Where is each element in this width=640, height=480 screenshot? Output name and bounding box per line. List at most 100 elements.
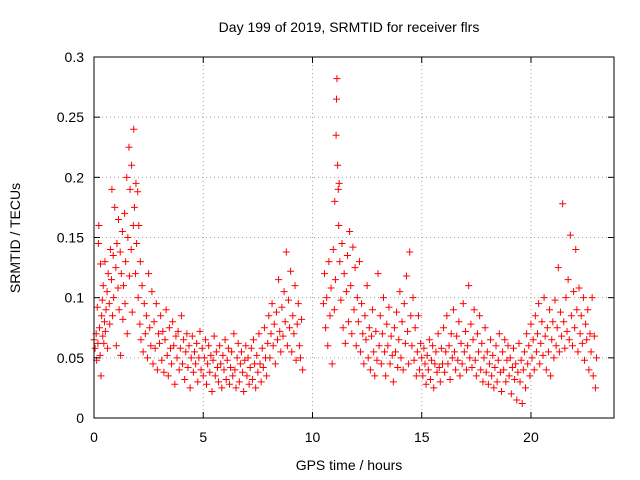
data-point: [293, 320, 301, 328]
data-point: [524, 360, 532, 368]
data-point: [123, 173, 131, 181]
data-point: [563, 327, 571, 335]
x-tick-label: 5: [199, 429, 207, 445]
data-point: [245, 380, 253, 388]
x-axis-label: GPS time / hours: [296, 457, 403, 473]
data-point: [105, 300, 113, 308]
data-point: [263, 372, 271, 380]
data-point: [401, 339, 409, 347]
y-tick-label: 0.2: [65, 169, 85, 185]
data-point: [244, 354, 252, 362]
data-point: [505, 372, 513, 380]
data-point: [520, 348, 528, 356]
data-point: [534, 330, 542, 338]
data-point: [99, 282, 107, 290]
data-point: [350, 306, 358, 314]
data-point: [469, 336, 477, 344]
data-point: [126, 185, 134, 193]
data-point: [106, 320, 114, 328]
data-point: [271, 360, 279, 368]
data-point: [140, 300, 148, 308]
data-point: [189, 368, 197, 376]
data-point: [445, 342, 453, 350]
data-point: [117, 270, 125, 278]
data-point: [118, 227, 126, 235]
data-point: [265, 312, 273, 320]
data-point: [417, 339, 425, 347]
data-point: [502, 378, 510, 386]
data-point: [376, 312, 384, 320]
data-point: [540, 294, 548, 302]
data-point: [425, 336, 433, 344]
data-point: [424, 366, 432, 374]
data-point: [341, 339, 349, 347]
data-point: [477, 366, 485, 374]
data-point: [591, 384, 599, 392]
data-point: [153, 366, 161, 374]
data-point: [112, 264, 120, 272]
data-point: [119, 315, 127, 323]
data-point: [328, 360, 336, 368]
data-point: [460, 348, 468, 356]
data-point: [233, 354, 241, 362]
data-point: [431, 360, 439, 368]
data-point: [345, 318, 353, 326]
data-point: [172, 332, 180, 340]
data-point: [213, 363, 221, 371]
data-point: [160, 368, 168, 376]
data-point: [420, 344, 428, 352]
data-point: [183, 330, 191, 338]
data-point: [296, 354, 304, 362]
data-point: [395, 336, 403, 344]
data-point: [458, 360, 466, 368]
data-point: [267, 330, 275, 338]
data-point: [554, 264, 562, 272]
data-point: [223, 356, 231, 364]
y-tick-label: 0.1: [65, 290, 85, 306]
data-point: [217, 360, 225, 368]
data-point: [434, 330, 442, 338]
data-point: [409, 294, 417, 302]
data-point: [236, 360, 244, 368]
data-point: [573, 306, 581, 314]
data-point: [150, 318, 158, 326]
data-point: [566, 231, 574, 239]
data-point: [248, 375, 256, 383]
data-point: [125, 143, 133, 151]
y-tick-label: 0.05: [57, 350, 84, 366]
data-point: [173, 354, 181, 362]
data-point: [523, 330, 531, 338]
data-point: [495, 330, 503, 338]
data-point: [145, 270, 153, 278]
data-point: [481, 324, 489, 332]
points-layer: [90, 75, 601, 408]
data-point: [457, 339, 465, 347]
data-point: [138, 282, 146, 290]
data-point: [235, 378, 243, 386]
data-point: [334, 161, 342, 169]
data-point: [389, 378, 397, 386]
data-point: [176, 344, 184, 352]
data-point: [400, 300, 408, 308]
data-point: [501, 336, 509, 344]
data-point: [205, 342, 213, 350]
data-point: [298, 315, 306, 323]
x-tick-label: 10: [305, 429, 321, 445]
data-point: [169, 318, 177, 326]
data-point: [237, 348, 245, 356]
data-point: [178, 360, 186, 368]
data-point: [416, 366, 424, 374]
data-point: [378, 330, 386, 338]
data-point: [402, 272, 410, 280]
data-point: [134, 188, 142, 196]
data-point: [258, 344, 266, 352]
data-point: [560, 318, 568, 326]
data-point: [463, 366, 471, 374]
data-point: [394, 363, 402, 371]
data-point: [100, 339, 108, 347]
data-point: [121, 300, 129, 308]
data-point: [453, 332, 461, 340]
data-point: [174, 327, 182, 335]
data-point: [278, 303, 286, 311]
